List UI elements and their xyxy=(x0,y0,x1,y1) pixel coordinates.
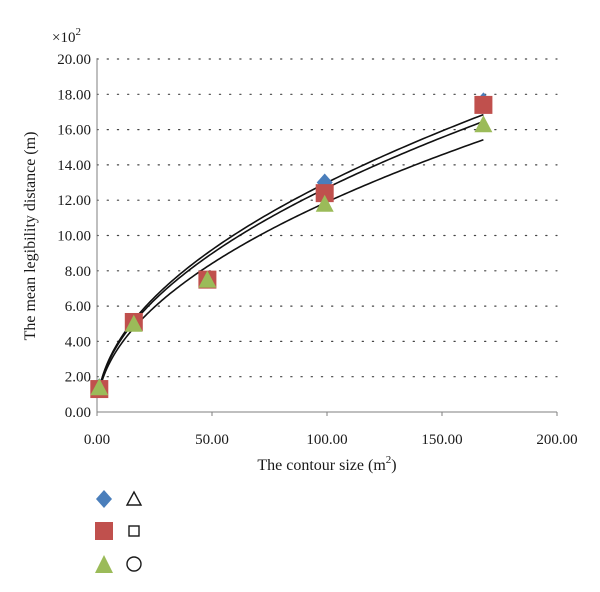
x-axis-title-superscript: 2 xyxy=(386,454,392,466)
y-tick-label: 2.00 xyxy=(65,370,91,386)
legend-square-marker xyxy=(95,522,113,540)
y-tick-label: 20.00 xyxy=(57,52,91,68)
square-point xyxy=(474,95,493,114)
y-tick-label: 10.00 xyxy=(57,229,91,245)
x-axis-title: The contour size (m2) xyxy=(257,454,396,474)
x-tick-label: 50.00 xyxy=(195,432,229,448)
trend-line xyxy=(97,139,484,396)
x-tick-label: 100.00 xyxy=(306,432,347,448)
triangle-point xyxy=(474,115,493,133)
triangle-point xyxy=(90,378,109,396)
x-tick-label: 150.00 xyxy=(421,432,462,448)
trend-line xyxy=(97,120,484,395)
x-tick-labels: 0.00 50.00 100.00 150.00 200.00 xyxy=(84,412,578,448)
y-axis-title: The mean legibility distance (m) xyxy=(22,132,39,341)
y-tick-label: 16.00 xyxy=(57,123,91,139)
legend-row-3 xyxy=(94,552,144,576)
multiplier-label: ×102 xyxy=(52,26,81,46)
y-tick-label: 12.00 xyxy=(57,193,91,209)
y-tick-labels: 0.00 2.00 4.00 6.00 8.00 10.00 12.00 14.00 16.00… xyxy=(57,52,91,421)
triangle-point xyxy=(124,314,143,332)
x-tick-label: 200.00 xyxy=(536,432,577,448)
triangle-point xyxy=(198,270,217,288)
x-tick-label: 0.00 xyxy=(84,432,110,448)
trend-lines xyxy=(97,113,484,396)
triangle-point xyxy=(315,194,334,212)
y-tick-label: 6.00 xyxy=(65,299,91,315)
legend-open-circle-icon xyxy=(126,556,142,572)
y-tick-label: 8.00 xyxy=(65,264,91,280)
legend-open-triangle-icon xyxy=(125,490,143,506)
square-point xyxy=(315,184,334,203)
y-tick-label: 4.00 xyxy=(65,334,91,350)
multiplier-exponent: 2 xyxy=(75,26,81,38)
y-tick-label: 18.00 xyxy=(57,87,91,103)
data-points xyxy=(90,92,493,399)
legend-diamond-marker xyxy=(96,490,112,508)
y-tick-label: 14.00 xyxy=(57,158,91,174)
legend-triangle-marker xyxy=(95,555,113,573)
legend-open-square-icon xyxy=(128,525,140,537)
legend-row-2 xyxy=(94,519,144,543)
y-tick-label: 0.00 xyxy=(65,405,91,421)
legend-row-1 xyxy=(94,487,144,511)
trend-line xyxy=(97,113,484,395)
